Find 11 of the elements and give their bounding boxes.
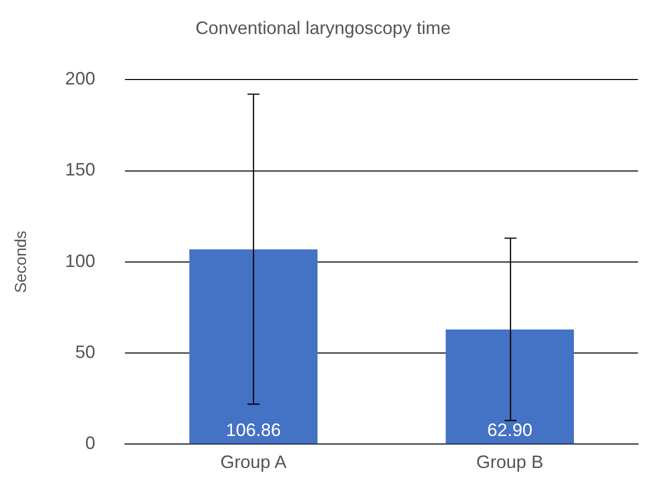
- y-tick-label: 200: [65, 68, 96, 89]
- y-tick-label: 0: [85, 433, 96, 454]
- data-label: 62.90: [487, 420, 532, 440]
- chart-title: Conventional laryngoscopy time: [195, 18, 451, 38]
- x-tick-label: Group B: [476, 452, 544, 472]
- x-tick-label: Group A: [220, 452, 286, 472]
- data-label: 106.86: [226, 420, 281, 440]
- y-tick-label: 100: [65, 250, 96, 271]
- y-axis-title: Seconds: [13, 230, 30, 294]
- y-tick-label: 150: [65, 160, 96, 180]
- y-tick-label: 50: [75, 342, 96, 362]
